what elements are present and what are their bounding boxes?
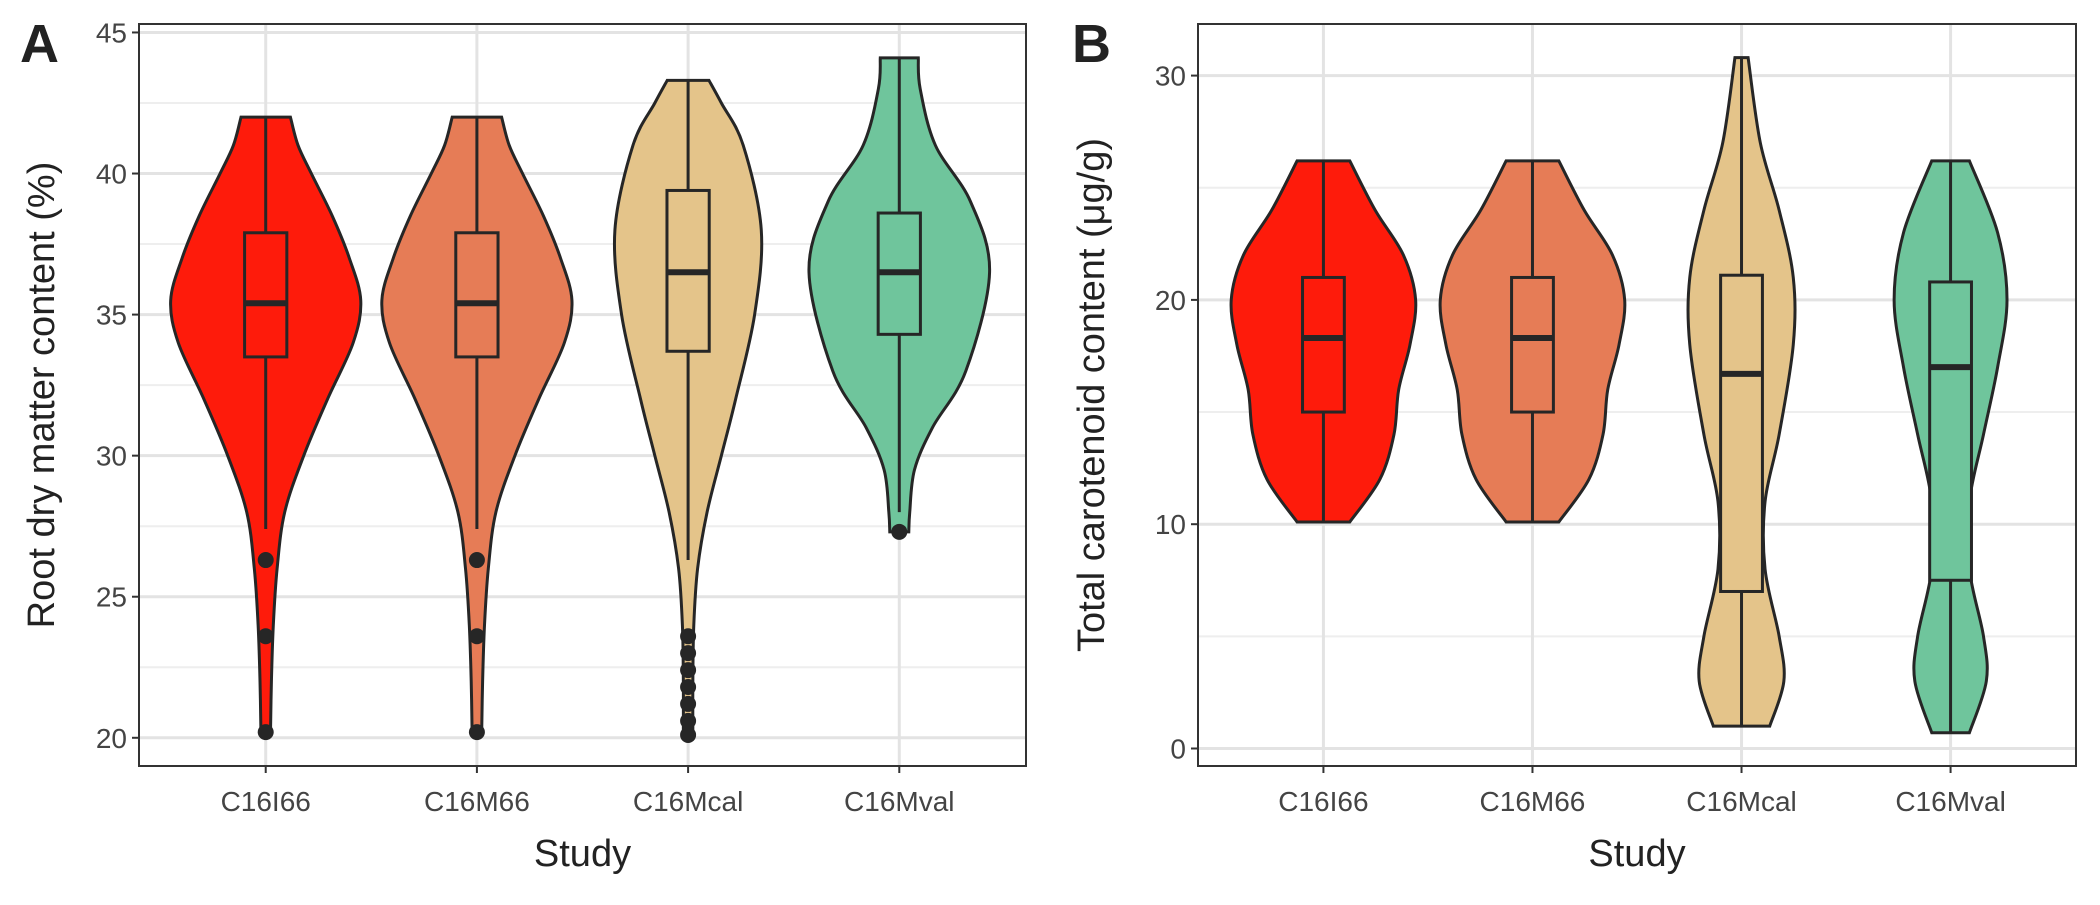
outlier <box>257 628 274 645</box>
panel: 20 25 30 35 40 45 C16I66 C16M66 C16Mcal C16Mval A S… <box>20 14 1027 875</box>
box <box>1928 280 1973 582</box>
outlier <box>468 552 485 569</box>
panel: 0 10 20 30 C16I66 C16M66 C16Mcal C16Mval B Study T… <box>1071 14 2077 875</box>
outlier <box>680 695 697 712</box>
panel-label: B <box>1072 14 1111 74</box>
x-tick-label: C16I66 <box>1278 786 1368 817</box>
plot-border <box>1197 23 2077 767</box>
box <box>454 231 500 359</box>
box <box>1719 273 1764 593</box>
plot-border <box>138 23 1027 767</box>
box <box>1510 275 1555 414</box>
y-axis-title: Root dry matter content (%) <box>21 162 63 629</box>
outlier <box>680 662 697 679</box>
y-tick-label: 30 <box>96 441 127 472</box>
panel-label: A <box>20 14 59 74</box>
y-tick-label: 25 <box>96 582 127 613</box>
y-axis-title: Total carotenoid content (μg/g) <box>1071 138 1113 652</box>
outlier <box>468 724 485 741</box>
outlier <box>680 712 697 729</box>
y-tick-label: 10 <box>1155 509 1186 540</box>
y-tick-label: 20 <box>96 723 127 754</box>
y-tick-label: 35 <box>96 300 127 331</box>
x-tick-label: C16M66 <box>424 786 530 817</box>
outlier <box>891 523 908 540</box>
y-tick-label: 20 <box>1155 285 1186 316</box>
outlier <box>468 628 485 645</box>
x-tick-label: C16Mcal <box>633 786 743 817</box>
outlier <box>680 679 697 696</box>
y-tick-label: 30 <box>1155 61 1186 92</box>
box <box>243 231 289 359</box>
x-axis-title: Study <box>1588 833 1685 875</box>
x-axis-title: Study <box>534 833 631 875</box>
outlier <box>257 724 274 741</box>
y-tick-label: 40 <box>96 159 127 190</box>
x-tick-label: C16M66 <box>1480 786 1586 817</box>
outlier <box>257 552 274 569</box>
outlier <box>680 628 697 645</box>
y-tick-label: 0 <box>1170 734 1186 765</box>
x-tick-label: C16Mval <box>844 786 954 817</box>
box <box>1301 275 1346 414</box>
x-tick-label: C16Mcal <box>1686 786 1796 817</box>
x-tick-label: C16I66 <box>221 786 311 817</box>
x-tick-label: C16Mval <box>1895 786 2005 817</box>
outlier <box>680 645 697 662</box>
y-tick-label: 45 <box>96 17 127 48</box>
outlier <box>680 726 697 743</box>
